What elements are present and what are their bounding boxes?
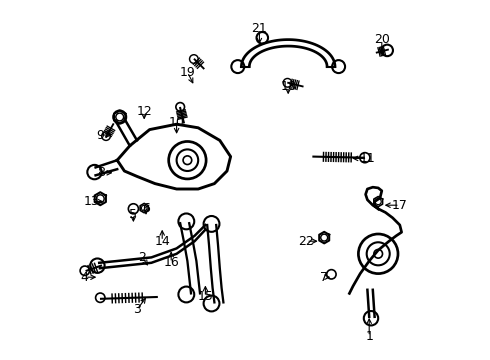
Text: 10: 10 bbox=[169, 116, 185, 129]
Text: 4: 4 bbox=[81, 271, 89, 284]
Text: 11: 11 bbox=[360, 152, 375, 165]
Text: 3: 3 bbox=[133, 303, 141, 316]
Text: 6: 6 bbox=[142, 202, 150, 215]
Text: 21: 21 bbox=[251, 22, 267, 35]
Text: 2: 2 bbox=[139, 251, 147, 264]
Text: 19: 19 bbox=[179, 66, 196, 78]
Text: 22: 22 bbox=[298, 235, 314, 248]
Text: 14: 14 bbox=[154, 235, 170, 248]
Text: 7: 7 bbox=[320, 271, 328, 284]
Text: 17: 17 bbox=[392, 199, 408, 212]
Text: 5: 5 bbox=[129, 208, 137, 221]
Text: 1: 1 bbox=[365, 330, 373, 343]
Text: 9: 9 bbox=[97, 129, 104, 141]
Text: 13: 13 bbox=[84, 195, 100, 208]
Text: 16: 16 bbox=[163, 256, 179, 269]
Text: 15: 15 bbox=[197, 291, 213, 303]
Text: 8: 8 bbox=[97, 166, 105, 179]
Text: 12: 12 bbox=[136, 105, 152, 118]
Text: 18: 18 bbox=[280, 80, 296, 93]
Text: 20: 20 bbox=[374, 33, 390, 46]
